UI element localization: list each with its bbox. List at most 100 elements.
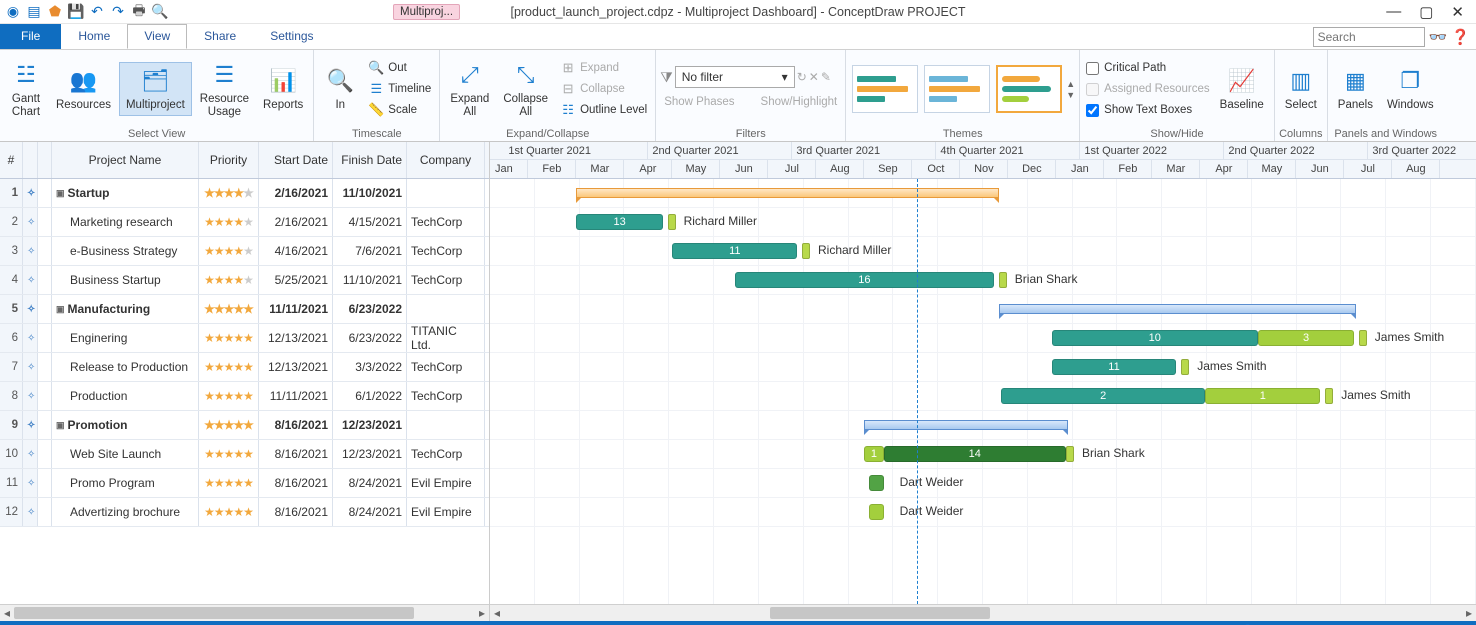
table-row[interactable]: 10✧Web Site Launch★★★★★8/16/202112/23/20… xyxy=(0,440,489,469)
reports-button[interactable]: 📊Reports xyxy=(257,63,309,114)
tab-settings[interactable]: Settings xyxy=(253,24,330,49)
filter-select[interactable]: No filter▾ xyxy=(675,66,795,88)
gantt-row: 11Richard Miller xyxy=(490,237,1476,266)
redo-icon[interactable]: ↷ xyxy=(109,3,127,21)
zoom-out-button[interactable]: 🔍Out xyxy=(364,58,435,78)
task-bar[interactable] xyxy=(869,504,883,520)
summary-bar[interactable] xyxy=(999,304,1357,314)
group-label: Columns xyxy=(1279,126,1323,141)
windows-button[interactable]: ❐Windows xyxy=(1381,63,1440,114)
task-bar[interactable] xyxy=(869,475,883,491)
collapse-icon: ⊟ xyxy=(560,81,576,97)
table-row[interactable]: 6✧Enginering★★★★★12/13/20216/23/2022TITA… xyxy=(0,324,489,353)
right-scrollbar[interactable]: ◂▸ xyxy=(490,604,1476,621)
table-row[interactable]: 5✧▣Manufacturing★★★★★11/11/20216/23/2022 xyxy=(0,295,489,324)
table-row[interactable]: 1✧▣Startup★★★★★2/16/202111/10/2021 xyxy=(0,179,489,208)
help-icon[interactable]: ❓ xyxy=(1451,28,1470,46)
task-bar[interactable]: 3 xyxy=(1258,330,1354,346)
tab-share[interactable]: Share xyxy=(187,24,253,49)
undo-icon[interactable]: ↶ xyxy=(88,3,106,21)
maximize-icon[interactable]: ▢ xyxy=(1419,3,1433,21)
scale-button[interactable]: 📏Scale xyxy=(364,100,435,120)
table-row[interactable]: 12✧Advertizing brochure★★★★★8/16/20218/2… xyxy=(0,498,489,527)
timeline-button[interactable]: ☰Timeline xyxy=(364,79,435,99)
task-cap xyxy=(1181,359,1189,375)
zoom-in-button[interactable]: 🔍In xyxy=(318,63,362,114)
resource-usage-button[interactable]: ☰Resource Usage xyxy=(194,57,255,121)
critical-path-checkbox[interactable]: Critical Path xyxy=(1084,58,1211,78)
theme-option[interactable] xyxy=(924,65,990,113)
theme-up-icon[interactable]: ▲ xyxy=(1066,79,1075,89)
th-company[interactable]: Company xyxy=(407,142,485,178)
save-icon[interactable]: 💾 xyxy=(67,3,85,21)
outline-level-button[interactable]: ☷Outline Level xyxy=(556,100,651,120)
panels-button[interactable]: ▦Panels xyxy=(1332,63,1379,114)
select-columns-button[interactable]: ▥Select xyxy=(1279,63,1323,114)
shield-icon[interactable]: ⬟ xyxy=(46,3,64,21)
collapse-all-button[interactable]: ⤡Collapse All xyxy=(497,57,554,121)
task-bar[interactable]: 1 xyxy=(1205,388,1320,404)
task-bar[interactable]: 16 xyxy=(735,272,994,288)
task-bar[interactable]: 11 xyxy=(672,243,797,259)
doc-tab[interactable]: Multiproj... xyxy=(393,4,460,20)
theme-down-icon[interactable]: ▼ xyxy=(1066,90,1075,100)
task-bar[interactable]: 1 xyxy=(864,446,883,462)
task-bar[interactable]: 10 xyxy=(1052,330,1258,346)
summary-bar[interactable] xyxy=(576,188,998,198)
table-row[interactable]: 7✧Release to Production★★★★★12/13/20213/… xyxy=(0,353,489,382)
task-bar[interactable]: 2 xyxy=(1001,388,1205,404)
th-key[interactable] xyxy=(23,142,38,178)
print-icon[interactable]: 🖶 xyxy=(130,3,148,21)
tab-file[interactable]: File xyxy=(0,24,61,49)
table-row[interactable]: 9✧▣Promotion★★★★★8/16/202112/23/2021 xyxy=(0,411,489,440)
table-row[interactable]: 8✧Production★★★★★11/11/20216/1/2022TechC… xyxy=(0,382,489,411)
month-label: Feb xyxy=(1104,160,1152,178)
tab-home[interactable]: Home xyxy=(61,24,127,49)
left-scrollbar[interactable]: ◂▸ xyxy=(0,604,490,621)
close-icon[interactable]: ✕ xyxy=(1451,3,1464,21)
multiproject-button[interactable]: 🗂Multiproject xyxy=(119,62,192,115)
gantt-chart-button[interactable]: ☳Gantt Chart xyxy=(4,57,48,121)
zoom-in-icon: 🔍 xyxy=(324,65,356,97)
assigned-resources-checkbox[interactable]: Assigned Resources xyxy=(1084,79,1211,99)
table-row[interactable]: 4✧Business Startup★★★★★5/25/202111/10/20… xyxy=(0,266,489,295)
th-ind[interactable] xyxy=(38,142,52,178)
theme-option[interactable] xyxy=(852,65,918,113)
task-bar[interactable]: 14 xyxy=(884,446,1066,462)
collapse-button[interactable]: ⊟Collapse xyxy=(556,79,651,99)
minimize-icon[interactable]: — xyxy=(1386,3,1401,21)
task-bar[interactable]: 11 xyxy=(1052,359,1177,375)
table-row[interactable]: 2✧Marketing research★★★★★2/16/20214/15/2… xyxy=(0,208,489,237)
expand-all-button[interactable]: ⤢Expand All xyxy=(444,57,495,121)
new-filter-icon[interactable]: ✎ xyxy=(821,70,831,84)
resources-button[interactable]: 👥Resources xyxy=(50,63,117,114)
theme-option[interactable] xyxy=(996,65,1062,113)
table-row[interactable]: 11✧Promo Program★★★★★8/16/20218/24/2021E… xyxy=(0,469,489,498)
th-finish[interactable]: Finish Date xyxy=(333,142,407,178)
th-priority[interactable]: Priority xyxy=(199,142,259,178)
expand-button[interactable]: ⊞Expand xyxy=(556,58,651,78)
task-label: James Smith xyxy=(1375,330,1444,344)
tab-view[interactable]: View xyxy=(127,24,187,49)
search-input[interactable] xyxy=(1313,27,1425,47)
refresh-icon[interactable]: ↻ xyxy=(797,70,807,84)
quarter-label: 3rd Quarter 2022 xyxy=(1368,142,1476,160)
binoculars-icon[interactable]: 👓 xyxy=(1429,28,1448,46)
th-num[interactable]: # xyxy=(0,142,23,178)
logo-icon: ◉ xyxy=(4,3,22,21)
preview-icon[interactable]: 🔍 xyxy=(151,3,169,21)
text-boxes-checkbox[interactable]: Show Text Boxes xyxy=(1084,100,1211,120)
table-row[interactable]: 3✧e-Business Strategy★★★★★4/16/20217/6/2… xyxy=(0,237,489,266)
gantt-row xyxy=(490,179,1476,208)
th-name[interactable]: Project Name xyxy=(52,142,199,178)
task-bar[interactable]: 13 xyxy=(576,214,662,230)
baseline-button[interactable]: 📈Baseline xyxy=(1214,63,1270,114)
show-phases-button[interactable]: Show Phases xyxy=(660,92,738,112)
show-highlight-button[interactable]: Show/Highlight xyxy=(757,92,842,112)
clear-filter-icon[interactable]: ✕ xyxy=(809,70,819,84)
new-icon[interactable]: ▤ xyxy=(25,3,43,21)
summary-bar[interactable] xyxy=(864,420,1068,430)
th-start[interactable]: Start Date xyxy=(259,142,333,178)
multiproject-icon: 🗂 xyxy=(139,65,171,97)
gantt-body[interactable]: 13Richard Miller11Richard Miller16Brian … xyxy=(490,179,1476,604)
